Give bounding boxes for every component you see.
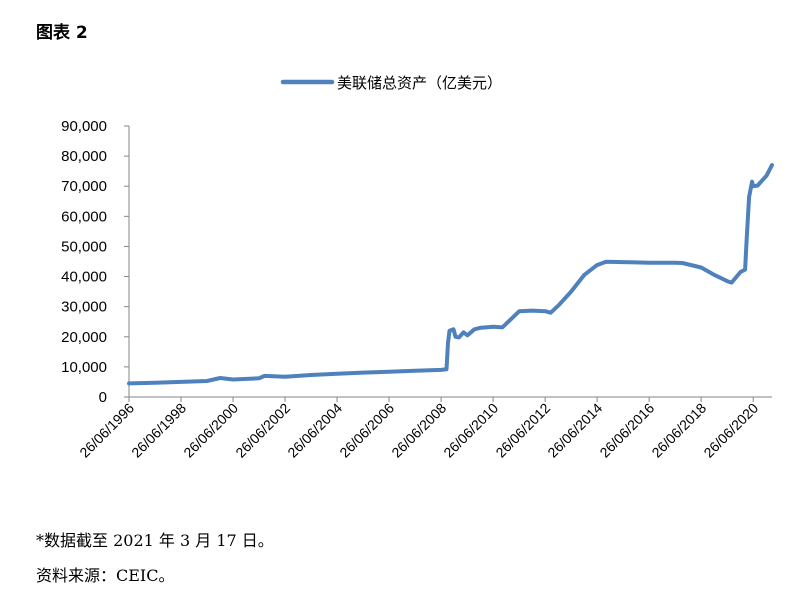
y-tick-label: 70,000 (61, 178, 107, 195)
x-tick-label: 26/06/2018 (648, 400, 709, 461)
y-tick-label: 90,000 (61, 118, 107, 135)
x-tick-label: 26/06/2020 (700, 400, 761, 461)
x-tick-label: 26/06/2006 (336, 400, 397, 461)
y-tick-label: 10,000 (61, 359, 107, 376)
x-tick-label: 26/06/2016 (596, 400, 657, 461)
x-axis: 26/06/199626/06/199826/06/200026/06/2002… (76, 396, 772, 461)
y-tick-label: 60,000 (61, 208, 107, 225)
x-tick-label: 26/06/2008 (388, 400, 449, 461)
y-tick-label: 80,000 (61, 148, 107, 165)
y-tick-label: 30,000 (61, 299, 107, 316)
x-tick-label: 26/06/2012 (492, 400, 553, 461)
y-tick-label: 20,000 (61, 329, 107, 346)
legend: 美联储总资产（亿美元） (280, 74, 502, 92)
x-tick-label: 26/06/2000 (180, 400, 241, 461)
y-tick-label: 0 (99, 389, 107, 406)
legend-label: 美联储总资产（亿美元） (337, 74, 502, 92)
x-tick-label: 26/06/1996 (76, 400, 137, 461)
y-axis: 90,000 80,000 70,000 60,000 50,000 40,000 30,0… (61, 118, 130, 406)
figure-label: 图表 2 (36, 23, 88, 43)
y-tick-label: 40,000 (61, 269, 107, 286)
series-line (127, 163, 774, 386)
x-tick-label: 26/06/2010 (440, 400, 501, 461)
y-tick-label: 50,000 (61, 238, 107, 255)
data-note: *数据截至 2021 年 3 月 17 日。 (36, 531, 274, 550)
line-chart: 美联储总资产（亿美元） 90,000 80,000 70,000 60,000 50,0… (61, 74, 774, 461)
x-tick-label: 26/06/2014 (544, 400, 605, 461)
source-note: 资料来源：CEIC。 (36, 566, 175, 585)
x-tick-label: 26/06/1998 (128, 400, 189, 461)
series-layer (127, 163, 774, 386)
x-tick-label: 26/06/2002 (232, 400, 293, 461)
x-tick-label: 26/06/2004 (284, 400, 345, 461)
